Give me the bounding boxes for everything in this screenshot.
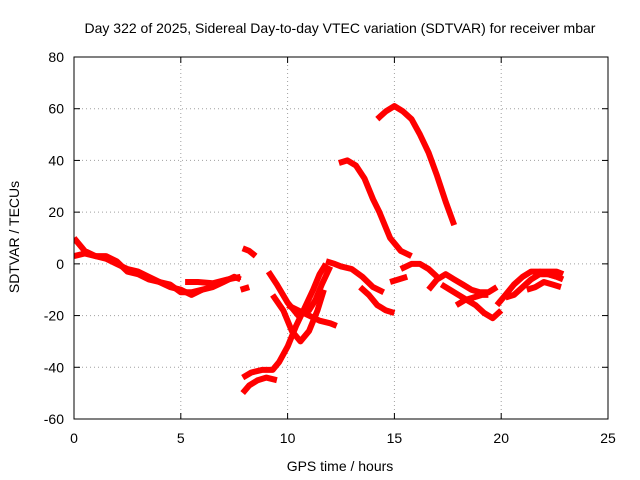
series-track-7 — [240, 374, 278, 396]
x-tick-label: 20 — [493, 430, 509, 446]
y-tick-label: -60 — [44, 411, 64, 427]
series-track-19 — [454, 291, 489, 308]
y-tick-label: 20 — [48, 204, 64, 220]
series-group — [74, 103, 565, 396]
series-track-13 — [375, 103, 458, 227]
series-track-6 — [241, 262, 329, 381]
y-tick-label: 60 — [48, 101, 64, 117]
y-axis-label: SDTVAR / TECUs — [6, 181, 22, 293]
x-tick-label: 15 — [387, 430, 403, 446]
y-tick-label: 80 — [48, 49, 64, 65]
series-track-2 — [74, 250, 204, 298]
tick-layer: 0 5 10 15 20 25 -60 -40 -20 0 20 40 60 80 — [44, 49, 616, 446]
series-track-14 — [358, 284, 396, 316]
chart-title: Day 322 of 2025, Sidereal Day-to-day VTE… — [85, 20, 596, 36]
series-track-22 — [525, 279, 562, 293]
series-track-10 — [286, 302, 338, 329]
series-track-4 — [241, 245, 258, 259]
x-axis-label: GPS time / hours — [287, 458, 394, 474]
series-track-18 — [439, 281, 504, 322]
x-tick-label: 0 — [70, 430, 78, 446]
series-track-12 — [338, 157, 413, 259]
series-track-15 — [389, 273, 409, 285]
grid-layer — [74, 57, 608, 419]
series-track-3 — [185, 273, 242, 287]
series-track-21 — [504, 271, 565, 301]
y-tick-label: -20 — [44, 308, 64, 324]
x-tick-label: 5 — [177, 430, 185, 446]
series-track-9 — [270, 288, 327, 345]
plot-frame — [73, 56, 609, 420]
series-track-16 — [399, 260, 440, 280]
x-tick-label: 25 — [600, 430, 616, 446]
y-tick-label: -40 — [44, 359, 64, 375]
x-tick-label: 10 — [280, 430, 296, 446]
series-track-23 — [539, 268, 565, 277]
series-track-5 — [239, 284, 251, 293]
series-layer — [74, 103, 565, 396]
y-tick-label: 40 — [48, 152, 64, 168]
y-tick-label: 0 — [56, 256, 64, 272]
series-track-11 — [325, 258, 386, 295]
